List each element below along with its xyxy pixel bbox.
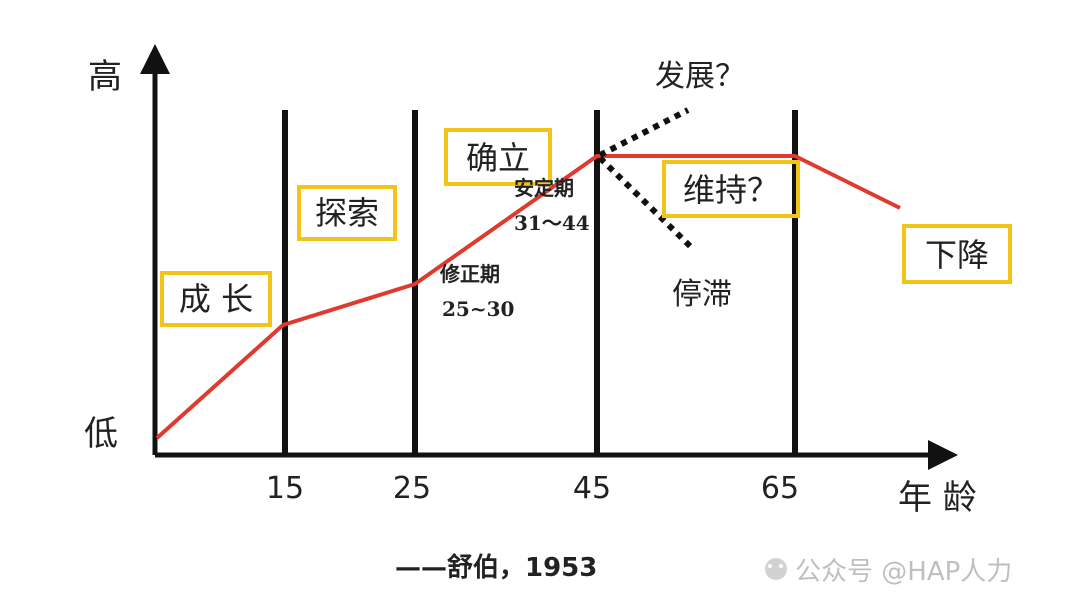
stage-label-explore: 探索 [315, 194, 379, 232]
stage-box-establish [444, 128, 552, 186]
stagnate-branch-dotted [597, 155, 695, 251]
tick-label-15: 15 [266, 471, 304, 506]
y-axis-low-label: 低 [84, 414, 118, 454]
caption: ——舒伯，1953 [395, 552, 597, 583]
tick-label-45: 45 [573, 471, 611, 506]
develop-label: 发展？ [655, 59, 745, 94]
develop-branch-dotted [598, 107, 690, 158]
tick-label-25: 25 [393, 471, 431, 506]
watermark-text: 公众号 @HAP人力 [795, 557, 1012, 587]
stage-label-decline: 下降 [925, 236, 989, 274]
watermark: 公众号 @HAP人力 [765, 557, 1012, 587]
revision-period-name: 修正期 [439, 262, 500, 286]
x-axis-title: 年 龄 [898, 478, 977, 518]
wechat-icon [765, 558, 787, 580]
stable-period-name: 安定期 [514, 176, 574, 200]
tick-label-65: 65 [761, 471, 799, 506]
stage-box-growth [160, 271, 272, 327]
career-curve [155, 154, 901, 440]
y-axis-high-label: 高 [88, 57, 122, 97]
stage-label-establish: 确立 [466, 139, 530, 177]
stage-box-explore [297, 185, 397, 241]
stage-box-maintain [662, 160, 800, 218]
stage-label-growth: 成 长 [179, 280, 253, 318]
revision-period-range: 25~30 [442, 297, 514, 321]
stage-label-maintain: 维持？ [683, 171, 779, 209]
stagnate-label: 停滞 [672, 277, 732, 312]
stable-period-range: 31～44 [514, 211, 590, 235]
stage-box-decline [902, 224, 1012, 284]
